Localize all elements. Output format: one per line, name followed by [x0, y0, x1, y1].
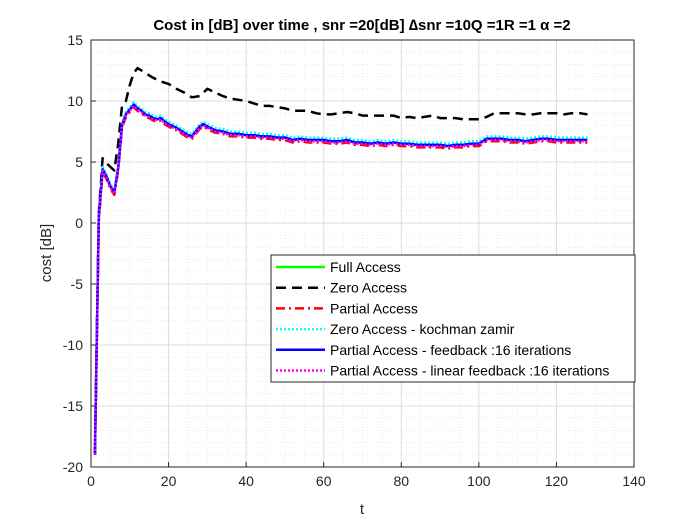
x-tick-label: 60 [316, 473, 332, 489]
y-tick-label: 0 [75, 215, 83, 231]
y-tick-label: 10 [67, 93, 83, 109]
x-tick-label: 0 [87, 473, 95, 489]
legend: Full Access Zero Access Partial Access Zero… [270, 254, 636, 383]
y-tick-label: -5 [71, 276, 84, 292]
legend-label-zero-access-kochman-zamir: Zero Access - kochman zamir [330, 321, 515, 337]
series-layer [93, 66, 588, 455]
x-tick-label: 140 [622, 473, 646, 489]
chart-title: Cost in [dB] over time , snr =20[dB] ∆sn… [153, 17, 570, 34]
legend-label-full-access: Full Access [330, 259, 401, 275]
x-axis-label: t [360, 501, 365, 518]
legend-box [270, 254, 636, 383]
y-tick-label: -15 [63, 398, 83, 414]
x-tick-label: 80 [393, 473, 409, 489]
x-tick-label: 100 [467, 473, 491, 489]
y-tick-label: 15 [67, 32, 83, 48]
legend-label-partial-access: Partial Access [330, 300, 418, 316]
legend-label-zero-access: Zero Access [330, 280, 407, 296]
minor-grid [91, 40, 634, 467]
x-tick-label: 40 [238, 473, 254, 489]
y-axis-label: cost [dB] [38, 224, 55, 282]
y-tick-label: -10 [63, 337, 83, 353]
axes-box [90, 39, 635, 468]
legend-label-partial-access-linear-feedback-16-iterations: Partial Access - linear feedback :16 ite… [330, 363, 609, 379]
legend-label-partial-access-feedback-16-iterations: Partial Access - feedback :16 iterations [330, 342, 571, 358]
y-axis: -20 -15 -10 -5 0 5 10 15 [63, 32, 96, 475]
series-line-zero-access [93, 66, 588, 455]
y-tick-label: -20 [63, 459, 83, 475]
series-line-partial-access-feedback-16-iterations [93, 103, 588, 455]
series-line-partial-access [93, 105, 588, 455]
x-axis: 0 20 40 60 80 100 120 140 [87, 462, 646, 489]
x-tick-label: 20 [161, 473, 177, 489]
y-tick-label: 5 [75, 154, 83, 170]
x-tick-label: 120 [545, 473, 569, 489]
